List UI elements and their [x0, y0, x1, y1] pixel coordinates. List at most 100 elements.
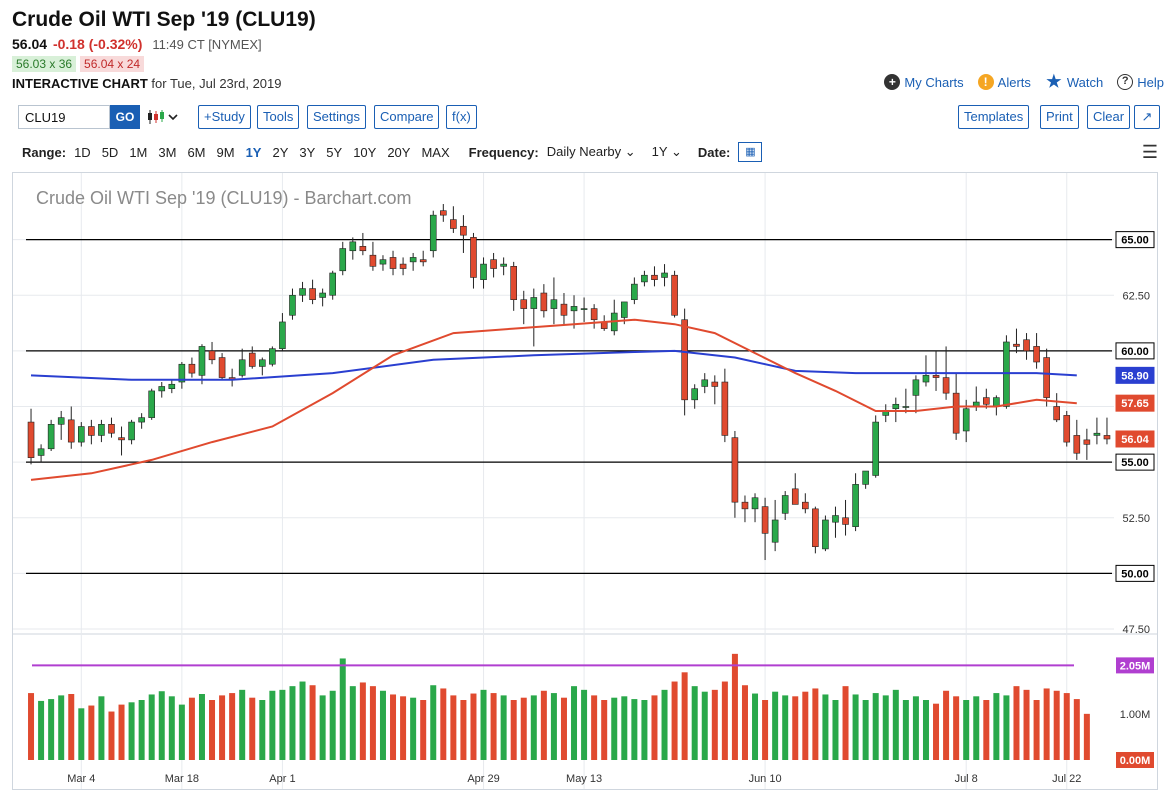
price-badge-label: 56.04 — [1121, 434, 1149, 446]
candle-body — [540, 292, 548, 312]
volume-bar — [540, 690, 547, 760]
page-title: Crude Oil WTI Sep '19 (CLU19) — [12, 8, 316, 31]
volume-bar — [319, 695, 326, 760]
volume-bar — [440, 688, 447, 760]
volume-bar — [621, 696, 628, 760]
volume-bar — [289, 686, 296, 760]
volume-bar — [490, 693, 497, 760]
candle-body — [299, 288, 306, 296]
price-chart[interactable]: Crude Oil WTI Sep '19 (CLU19) - Barchart… — [12, 172, 1170, 791]
candle-body — [27, 421, 35, 458]
candle-body — [500, 263, 507, 267]
function-button[interactable]: f(x) — [446, 105, 477, 129]
candle-body — [198, 346, 206, 376]
frequency-dropdown[interactable]: Daily Nearby ⌄ — [547, 144, 636, 160]
range-option-max[interactable]: MAX — [421, 144, 450, 160]
price-badge-label: 50.00 — [1121, 568, 1149, 580]
y-tick-label: 52.50 — [1122, 513, 1150, 525]
volume-bar — [752, 693, 759, 760]
candle-body — [279, 321, 286, 349]
candle-body — [510, 266, 517, 300]
range-option-2y[interactable]: 2Y — [272, 144, 289, 160]
range-option-20y[interactable]: 20Y — [387, 144, 411, 160]
volume-bar — [943, 690, 950, 760]
alerts-link[interactable]: ! Alerts — [977, 74, 1031, 90]
volume-bar — [359, 682, 366, 760]
range-option-10y[interactable]: 10Y — [353, 144, 377, 160]
volume-bar — [862, 700, 869, 760]
volume-bar — [550, 693, 557, 760]
x-tick-label: May 13 — [566, 773, 602, 785]
volume-bar — [168, 696, 175, 760]
volume-bar — [591, 695, 598, 760]
volume-bar — [128, 702, 135, 760]
candle-body — [691, 388, 698, 401]
go-button[interactable]: GO — [110, 105, 140, 129]
volume-bar — [1063, 693, 1070, 760]
compare-button[interactable]: Compare — [374, 105, 440, 129]
price-change: -0.18 (-0.32%) — [52, 36, 143, 52]
volume-bar — [309, 685, 316, 760]
range-option-5d[interactable]: 5D — [101, 144, 119, 160]
help-link[interactable]: ? Help — [1117, 74, 1164, 90]
volume-bar — [1073, 699, 1080, 760]
candle-body — [822, 519, 829, 550]
alert-icon: ! — [977, 74, 994, 90]
candle-body — [791, 488, 799, 505]
candle-body — [912, 379, 920, 396]
bid-badge: 56.03 x 36 — [12, 56, 77, 72]
candle-body — [741, 501, 749, 510]
volume-bar — [450, 695, 457, 760]
my-charts-link[interactable]: + My Charts — [884, 74, 964, 90]
candle-body — [922, 375, 930, 383]
settings-button[interactable]: Settings — [307, 105, 366, 129]
range-bar: Range: 1D 5D 1M 3M 6M 9M 1Y 2Y 3Y 5Y 10Y 20Y MAX Fre… — [22, 142, 1164, 162]
clear-button[interactable]: Clear — [1087, 105, 1131, 129]
expand-button[interactable]: ↗ — [1134, 105, 1160, 129]
candle-body — [942, 377, 950, 394]
volume-bar — [390, 694, 397, 760]
candle-body — [248, 352, 256, 367]
volume-bar — [530, 695, 537, 760]
volume-bar — [259, 700, 266, 760]
chart-type-dropdown[interactable] — [146, 108, 180, 126]
candle-body — [1033, 346, 1040, 363]
watch-label: Watch — [1066, 74, 1104, 90]
range-option-9m[interactable]: 9M — [216, 144, 235, 160]
print-button[interactable]: Print — [1040, 105, 1079, 129]
study-button[interactable]: +Study — [198, 105, 251, 129]
volume-bar — [762, 700, 769, 760]
price-badge — [1115, 231, 1155, 249]
volume-bar — [792, 696, 799, 760]
volume-bar — [98, 696, 105, 760]
candle-body — [359, 246, 367, 252]
candle-body — [399, 263, 407, 269]
range-option-1y[interactable]: 1Y — [245, 144, 262, 160]
symbol-input[interactable]: CLU19 — [18, 105, 110, 129]
period-dropdown[interactable]: 1Y ⌄ — [652, 144, 682, 160]
candle-body — [138, 417, 145, 423]
volume-bar — [601, 700, 608, 760]
volume-bar — [832, 700, 839, 760]
volume-bar — [470, 693, 477, 760]
x-tick-label: Jul 8 — [955, 773, 978, 785]
templates-button[interactable]: Templates — [958, 105, 1030, 129]
watch-link[interactable]: ★ Watch — [1045, 73, 1104, 90]
candle-body — [962, 408, 970, 432]
range-option-3y[interactable]: 3Y — [299, 144, 316, 160]
price-badge — [1115, 430, 1155, 448]
candle-body — [98, 424, 105, 436]
range-option-1d[interactable]: 1D — [74, 144, 91, 160]
volume-bar — [973, 696, 980, 760]
range-option-5y[interactable]: 5Y — [326, 144, 343, 160]
volume-bar — [741, 685, 748, 760]
range-option-1m[interactable]: 1M — [129, 144, 148, 160]
chart-area[interactable]: Crude Oil WTI Sep '19 (CLU19) - Barchart… — [12, 172, 1170, 791]
volume-bar — [681, 672, 688, 760]
calendar-icon[interactable]: ▦ — [738, 142, 763, 162]
hamburger-icon[interactable]: ☰ — [1141, 142, 1158, 162]
tools-button[interactable]: Tools — [257, 105, 300, 129]
range-option-6m[interactable]: 6M — [187, 144, 206, 160]
candle-body — [842, 517, 849, 525]
range-option-3m[interactable]: 3M — [158, 144, 177, 160]
